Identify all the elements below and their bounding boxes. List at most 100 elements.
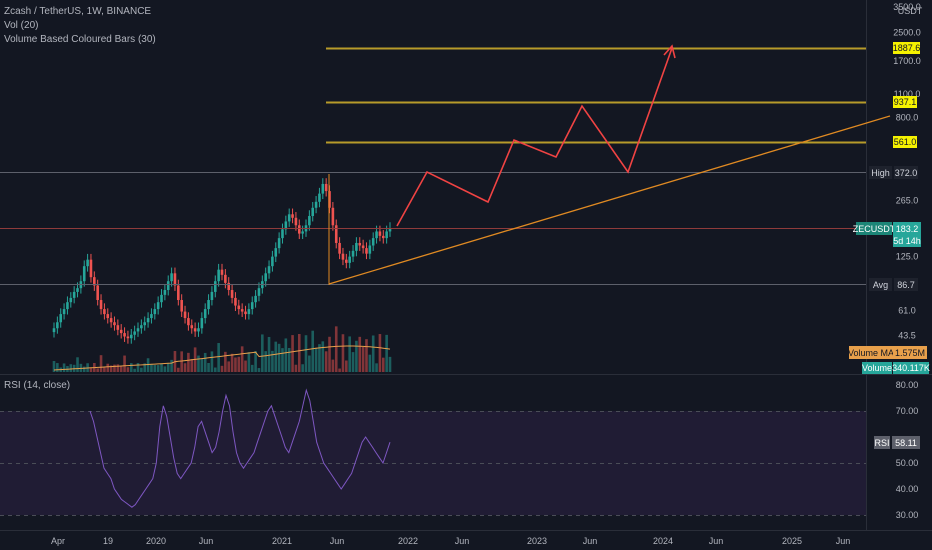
candle-body bbox=[361, 245, 365, 249]
candle-body bbox=[72, 291, 76, 298]
candle-body bbox=[69, 297, 73, 303]
candle-body bbox=[213, 281, 217, 292]
candle-body bbox=[217, 269, 220, 282]
legend-symbol[interactable]: Zcash / TetherUS, 1W, BINANCE bbox=[4, 6, 152, 17]
volume-bar bbox=[271, 350, 274, 372]
volume-tag: Volume 340.117K bbox=[862, 362, 930, 374]
candle-body bbox=[193, 328, 197, 332]
volume-ma-tag: Volume MA 1.575M bbox=[848, 346, 927, 359]
avg-tag: Avg 86.7 bbox=[869, 278, 918, 291]
candle-body bbox=[267, 266, 271, 274]
candle-body bbox=[136, 328, 140, 332]
last-price-value: 183.2 bbox=[896, 224, 919, 234]
candle-body bbox=[133, 331, 136, 335]
legend-vol[interactable]: Vol (20) bbox=[4, 20, 39, 31]
candle-body bbox=[240, 309, 244, 312]
volume-bar bbox=[250, 364, 254, 372]
legend-rsi[interactable]: RSI (14, close) bbox=[4, 380, 71, 391]
volume-bar bbox=[361, 347, 365, 372]
volume-bar bbox=[375, 363, 378, 372]
time-tick-label: Jun bbox=[199, 536, 214, 546]
price-tick-label: 43.5 bbox=[898, 331, 916, 341]
rsi-tick-label: 50.00 bbox=[896, 458, 919, 468]
volume-bar bbox=[381, 357, 385, 372]
projection-arrowhead bbox=[663, 44, 676, 59]
volume-bar bbox=[76, 357, 79, 372]
candle-body bbox=[227, 282, 231, 291]
candle-body bbox=[123, 333, 126, 337]
candle-body bbox=[113, 322, 116, 326]
volume-bar bbox=[345, 360, 348, 372]
time-tick-label: 2023 bbox=[527, 536, 547, 546]
volume-bar bbox=[227, 361, 231, 372]
volume-bar bbox=[247, 352, 251, 372]
candle-body bbox=[190, 325, 194, 329]
volume-bar bbox=[224, 351, 227, 372]
volume-bar bbox=[355, 340, 358, 372]
time-tick-label: Jun bbox=[330, 536, 345, 546]
candle-body bbox=[328, 191, 331, 208]
volume-bar bbox=[314, 347, 318, 372]
price-tick-label: 61.0 bbox=[898, 305, 916, 315]
candle-body bbox=[126, 336, 130, 339]
volume-bar bbox=[133, 368, 136, 372]
candle-body bbox=[348, 256, 351, 263]
candle-body bbox=[254, 295, 257, 303]
candle-body bbox=[66, 302, 69, 310]
volume-bar bbox=[96, 368, 99, 372]
rsi-tick-label: 30.00 bbox=[896, 510, 919, 520]
rsi-tag-value: 58.11 bbox=[895, 438, 917, 448]
candle-body bbox=[82, 266, 86, 282]
candle-body bbox=[177, 285, 180, 301]
time-tick-label: Apr bbox=[51, 536, 65, 546]
volume-bar bbox=[308, 355, 311, 372]
legend-vbcb[interactable]: Volume Based Coloured Bars (30) bbox=[4, 34, 156, 45]
volume-bar bbox=[368, 354, 372, 372]
time-tick-label: 2021 bbox=[272, 536, 292, 546]
volume-bar bbox=[140, 367, 143, 372]
volume-bar bbox=[160, 363, 163, 372]
volume-bar bbox=[170, 359, 173, 372]
candle-body bbox=[338, 242, 341, 254]
candle-body bbox=[170, 273, 173, 282]
volume-bar bbox=[89, 368, 93, 372]
candle-body bbox=[358, 242, 362, 246]
volume-bar bbox=[136, 363, 140, 372]
volume-bar bbox=[254, 351, 257, 372]
volume-bar bbox=[103, 366, 106, 372]
volume-bar bbox=[116, 364, 120, 372]
volume-bar bbox=[119, 365, 123, 372]
candle-body bbox=[244, 311, 247, 315]
price-tick-label: 1700.0 bbox=[893, 56, 921, 66]
target-tag-561: 561.0 bbox=[893, 136, 917, 148]
candle-body bbox=[103, 309, 106, 315]
candle-body bbox=[334, 225, 338, 243]
volume-bar bbox=[207, 363, 210, 372]
candle-body bbox=[301, 231, 304, 234]
volume-bar bbox=[150, 364, 153, 372]
candle-body bbox=[143, 322, 147, 326]
volume-bar bbox=[113, 364, 116, 372]
volume-bar bbox=[274, 341, 278, 372]
volume-bar bbox=[213, 367, 217, 372]
volume-bar bbox=[291, 335, 294, 372]
candle-body bbox=[271, 256, 274, 267]
candle-body bbox=[109, 318, 113, 323]
candle-body bbox=[274, 248, 278, 257]
rsi-grid bbox=[0, 411, 866, 516]
candle-body bbox=[378, 231, 382, 236]
volume-bar bbox=[106, 363, 110, 372]
candle-body bbox=[220, 269, 224, 275]
candle-body bbox=[86, 259, 89, 267]
rsi-axis-ticks: 80.00 70.00 50.00 40.00 30.00 bbox=[896, 380, 919, 520]
candle-body bbox=[156, 302, 160, 310]
candle-body bbox=[160, 294, 163, 303]
candles bbox=[52, 178, 392, 344]
projection-path[interactable] bbox=[396, 47, 673, 227]
high-tag-label: High bbox=[871, 168, 890, 178]
trendline[interactable] bbox=[328, 115, 891, 285]
volume-bar bbox=[56, 363, 59, 372]
volume-bar bbox=[123, 355, 126, 372]
candle-body bbox=[183, 311, 187, 319]
